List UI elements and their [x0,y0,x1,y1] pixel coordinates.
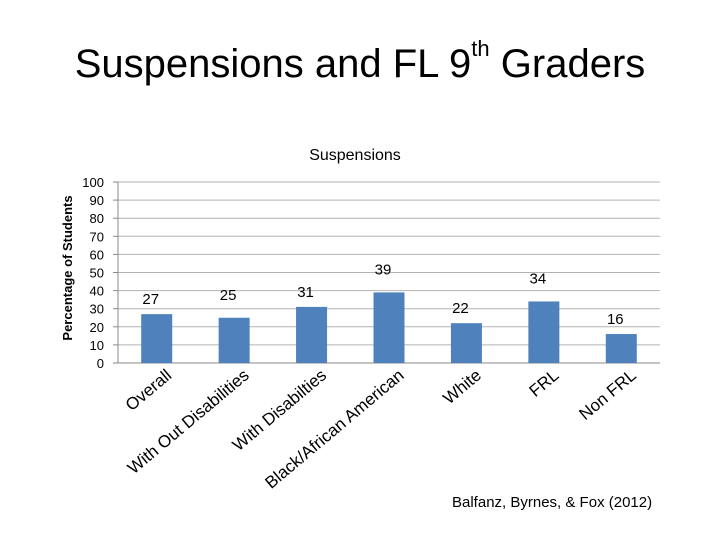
data-label-2: 31 [297,284,314,301]
bar-3 [373,292,405,363]
bar-2 [296,306,328,363]
bar-4 [450,323,482,363]
slide-title: Suspensions and FL 9th Graders [0,36,720,87]
data-label-4: 22 [452,300,469,317]
y-tick-label-9: 90 [90,193,104,208]
bar-5 [528,301,560,363]
bar-0 [141,314,173,363]
y-tick-label-10: 100 [82,175,104,190]
slide-title-superscript: th [471,36,490,61]
data-label-5: 34 [530,270,547,287]
bars [141,292,637,363]
data-labels: 27 25 31 39 22 34 16 [142,261,623,328]
y-tick-label-2: 20 [90,320,104,335]
data-label-6: 16 [607,311,624,328]
slide-title-main: Suspensions and FL 9 [74,42,472,86]
x-tick-label-3: Black/African American [261,366,407,493]
y-tick-label-8: 80 [90,211,104,226]
x-tick-label-4: White [439,366,485,408]
y-tick-label-1: 10 [90,338,104,353]
slide-title-end: Graders [489,42,646,86]
bar-6 [605,334,637,363]
y-tick-label-6: 60 [90,247,104,262]
y-axis-ticks: 0 10 20 30 40 50 60 70 80 90 100 [82,175,118,371]
data-label-0: 27 [142,291,159,308]
data-label-1: 25 [220,287,237,304]
y-tick-label-7: 70 [90,229,104,244]
y-tick-label-3: 30 [90,302,104,317]
y-tick-label-5: 50 [90,266,104,281]
x-tick-label-0: Overall [122,366,175,415]
y-axis-label: Percentage of Students [60,195,75,340]
x-tick-label-5: FRL [526,366,563,401]
x-tick-label-6: Non FRL [576,366,640,424]
bar-1 [218,317,250,363]
chart-title: Suspensions [309,147,401,164]
y-tick-label-0: 0 [97,356,104,371]
source-citation: Balfanz, Byrnes, & Fox (2012) [452,494,653,511]
y-tick-label-4: 40 [90,284,104,299]
data-label-3: 39 [375,261,392,278]
